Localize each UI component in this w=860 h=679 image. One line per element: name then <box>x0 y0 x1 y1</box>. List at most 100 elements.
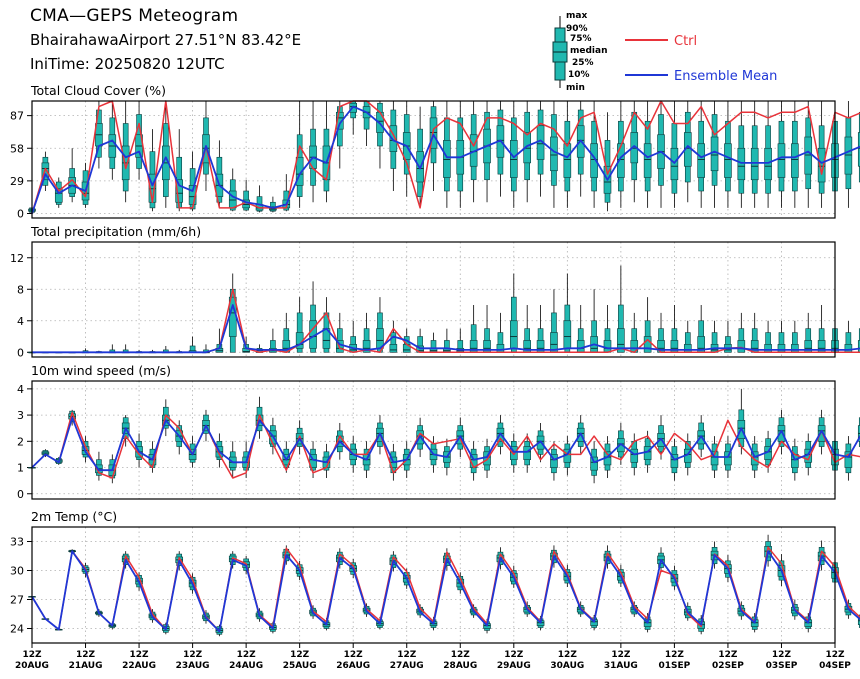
box-inner <box>777 143 786 178</box>
box-plot <box>175 129 184 212</box>
x-tick-label-hour: 12Z <box>183 650 203 660</box>
box-plot <box>389 101 398 191</box>
x-tick-label-hour: 12Z <box>825 650 845 660</box>
panels: Total Cloud Cover (%) 0 29 58 87 Total precip… <box>10 83 860 644</box>
box-inner <box>590 143 598 178</box>
box-inner <box>523 446 531 460</box>
box-plot <box>724 101 732 208</box>
box-inner <box>683 344 692 353</box>
box-plot <box>362 100 371 146</box>
box-plot <box>309 101 317 203</box>
box-inner <box>724 143 732 178</box>
box-inner <box>697 143 705 178</box>
x-tick-label-hour: 12Z <box>290 650 310 660</box>
box-plot <box>777 101 786 208</box>
box-inner <box>670 454 679 468</box>
box-plot <box>590 289 598 353</box>
series-line-ctrl <box>31 411 860 479</box>
x-tick-label-date: 04SEP <box>819 661 851 671</box>
box-inner <box>791 344 799 353</box>
box-plot <box>683 320 692 353</box>
series-line-mean <box>31 550 860 633</box>
legend-box-label: 75% <box>570 34 592 44</box>
y-tick-label: 12 <box>10 252 24 265</box>
box-plot <box>737 388 746 455</box>
x-tick-label-date: 01SEP <box>659 661 691 671</box>
y-tick-label: 0 <box>17 208 24 221</box>
box-plot <box>68 148 76 203</box>
x-tick-label-hour: 12Z <box>451 650 471 660</box>
box-plot <box>777 320 786 353</box>
y-tick-label: 58 <box>10 142 24 155</box>
x-tick-label-date: 24AUG <box>229 661 263 671</box>
box-inner <box>509 320 518 349</box>
y-tick-label: 30 <box>10 565 24 578</box>
panel-1: Total precipitation (mm/6h) 0 4 8 12 <box>10 224 860 359</box>
box-plot <box>536 101 545 197</box>
box-inner <box>817 425 826 442</box>
y-tick-label: 0 <box>17 488 24 501</box>
box-plot <box>496 101 505 197</box>
x-tick-label-date: 29AUG <box>497 661 531 671</box>
y-tick-label: 87 <box>10 110 24 123</box>
box-inner <box>817 147 826 183</box>
y-tick-label: 27 <box>10 594 24 607</box>
x-tick-label-date: 02SEP <box>712 661 744 671</box>
box-plot <box>617 265 625 353</box>
box-plot <box>844 436 853 481</box>
y-tick-label: 1 <box>17 462 24 475</box>
box-inner <box>630 448 639 463</box>
box-plot <box>550 441 558 481</box>
box-plot <box>697 305 705 353</box>
x-tick-label-date: 31AUG <box>604 661 638 671</box>
panel-frame <box>31 241 836 358</box>
box-inner <box>550 136 558 172</box>
panel-title: Total precipitation (mm/6h) <box>30 224 201 239</box>
legend-box-label: max <box>566 11 587 21</box>
x-tick-label-hour: 12Z <box>130 650 150 660</box>
box-plot <box>509 273 518 353</box>
box-plot <box>804 312 813 353</box>
box-plot <box>563 273 572 353</box>
x-tick-label-hour: 12Z <box>718 650 738 660</box>
box-inner <box>603 340 612 353</box>
box-plot <box>41 449 50 458</box>
x-axis: 12Z20AUG12Z21AUG12Z22AUG12Z23AUG12Z24AUG… <box>15 643 851 671</box>
box-inner <box>590 456 598 471</box>
x-tick-label-date: 20AUG <box>15 661 49 671</box>
box-inner <box>443 140 451 178</box>
series-line-mean <box>32 304 860 354</box>
box-inner <box>764 147 772 181</box>
box-plot <box>817 101 826 208</box>
box-plot <box>791 101 799 208</box>
panel-frame <box>31 100 836 219</box>
box-plot <box>121 101 130 203</box>
box-inner <box>362 340 371 353</box>
box-plot <box>844 320 853 353</box>
box-inner <box>791 143 799 178</box>
box-plot <box>536 305 545 353</box>
box-inner <box>563 320 572 349</box>
box-plot <box>483 305 491 353</box>
box-inner <box>710 451 719 466</box>
box-inner <box>777 344 786 353</box>
box-inner <box>844 136 853 175</box>
box-plot <box>456 101 465 208</box>
box-plot <box>576 101 585 197</box>
y-tick-label: 0 <box>17 346 24 359</box>
x-tick-label-hour: 12Z <box>397 650 417 660</box>
panel-title: Total Cloud Cover (%) <box>30 83 166 98</box>
x-tick-label-hour: 12Z <box>772 650 792 660</box>
box-plot <box>242 179 250 212</box>
box-plot <box>643 101 652 208</box>
box-inner <box>710 136 719 172</box>
box-plot <box>764 320 772 353</box>
box-plot <box>509 433 518 473</box>
x-tick-label-date: 03SEP <box>766 661 798 671</box>
legend-box-label: 25% <box>572 58 594 68</box>
y-tick-label: 4 <box>17 315 24 328</box>
box-plot <box>576 305 585 353</box>
box-plot <box>282 312 291 353</box>
